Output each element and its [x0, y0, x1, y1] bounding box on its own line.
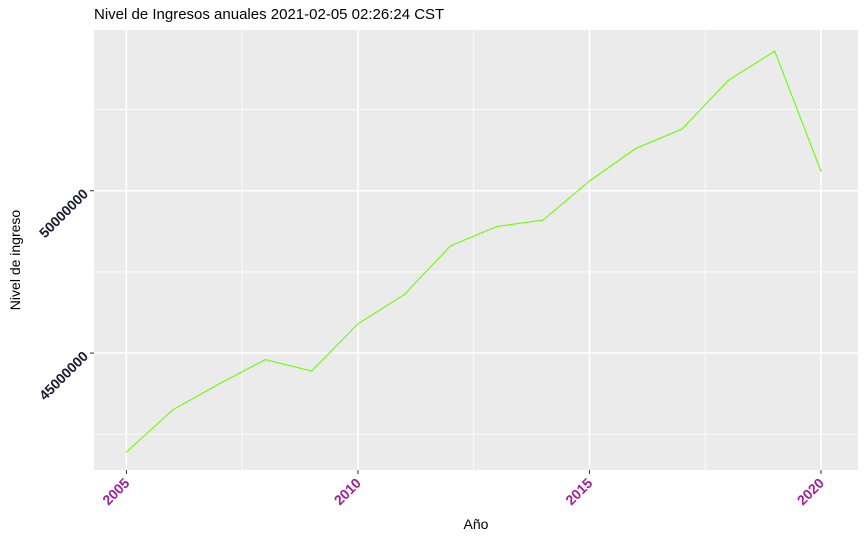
minor-gridlines	[94, 30, 858, 470]
y-tick-label: 50000000	[36, 185, 92, 241]
data-point	[727, 79, 729, 81]
x-tick-label: 2020	[794, 475, 827, 508]
chart-title: Nivel de Ingresos anuales 2021-02-05 02:…	[94, 6, 445, 23]
x-axis-title: Año	[464, 516, 489, 532]
data-point	[588, 180, 591, 182]
x-tick-label: 2010	[331, 475, 364, 508]
data-point	[311, 370, 313, 372]
major-gridlines	[94, 30, 858, 470]
series-line	[126, 50, 822, 453]
data-point	[635, 147, 637, 150]
data-point	[218, 383, 220, 385]
data-point	[820, 170, 822, 172]
data-point	[681, 128, 683, 130]
y-axis-title: Nivel de ingreso	[7, 210, 23, 311]
series-layer	[126, 50, 822, 453]
data-point	[125, 451, 128, 453]
data-point	[172, 409, 174, 411]
data-point	[357, 323, 359, 325]
y-axis-ticks: 45000000 50000000	[36, 185, 94, 403]
plot-panel	[94, 30, 858, 470]
x-axis-ticks: 2005 2010 2015 2020	[99, 470, 827, 508]
x-tick-label: 2005	[99, 475, 132, 508]
data-point	[496, 225, 498, 228]
data-point	[774, 50, 776, 52]
data-point	[542, 219, 544, 221]
data-point	[449, 245, 452, 247]
y-tick-label: 45000000	[36, 348, 92, 404]
x-tick-label: 2015	[562, 475, 595, 508]
data-point	[264, 358, 266, 361]
data-points	[125, 50, 822, 453]
data-point	[403, 294, 405, 296]
